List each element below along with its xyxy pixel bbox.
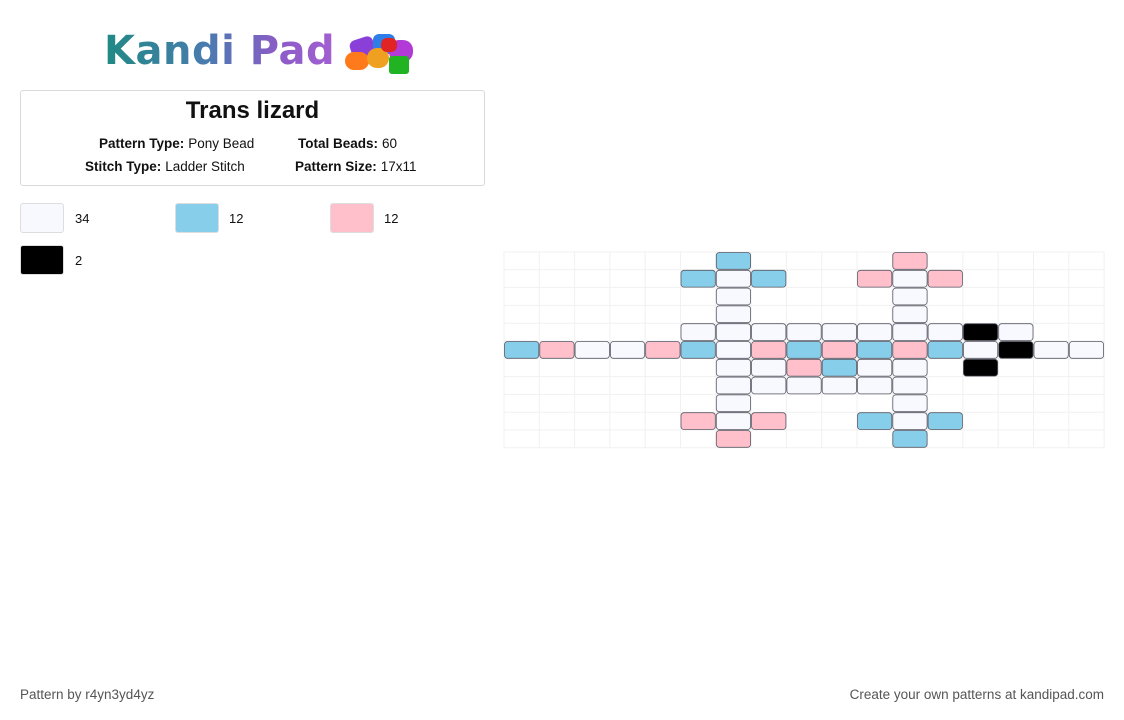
bead-white	[892, 394, 928, 413]
bead-black	[963, 323, 999, 341]
kandipad-credit-link[interactable]: Create your own patterns at kandipad.com	[849, 687, 1104, 702]
bead-light-blue	[751, 269, 787, 288]
bead-white	[821, 323, 857, 341]
total-beads-label: Total Beads:	[298, 136, 379, 151]
bead-white	[1068, 341, 1105, 359]
bead-pink	[892, 252, 928, 270]
color-count-light-blue: 12	[229, 211, 244, 226]
bead-white	[857, 376, 893, 395]
bead-light-blue	[927, 412, 963, 430]
bead-white	[821, 376, 857, 395]
bead-light-blue	[680, 341, 716, 359]
bead-white	[892, 376, 928, 395]
bead-white	[751, 358, 787, 377]
bead-white	[857, 323, 893, 341]
bead-white	[927, 323, 963, 341]
total-beads: Total Beads: 60	[298, 136, 397, 151]
color-count-white: 34	[75, 211, 90, 226]
bead-white	[963, 341, 999, 359]
bead-pink	[645, 341, 681, 359]
stitch-type-label: Stitch Type:	[85, 159, 162, 174]
bead-white	[998, 323, 1034, 341]
bead-light-blue	[786, 341, 822, 359]
bead-light-blue	[892, 430, 928, 448]
pattern-title: Trans lizard	[185, 97, 320, 124]
color-swatch-black	[20, 245, 64, 275]
pattern-type-label: Pattern Type:	[99, 136, 185, 151]
bead-light-blue	[857, 341, 893, 359]
bead-white	[751, 376, 787, 395]
bead-pink	[680, 412, 716, 430]
stitch-type-value: Ladder Stitch	[165, 159, 245, 174]
bead-light-blue	[715, 252, 751, 270]
logo-text: Kandi Pad	[104, 28, 336, 74]
pattern-author: Pattern by r4yn3yd4yz	[20, 687, 155, 702]
bead-white	[786, 323, 822, 341]
bead-light-blue	[821, 358, 857, 377]
bead-pink	[857, 269, 893, 288]
bead-white	[786, 376, 822, 395]
total-beads-value: 60	[382, 136, 398, 151]
bead-light-blue	[504, 341, 540, 359]
bead-white	[715, 376, 751, 395]
bead-black	[998, 341, 1034, 359]
bead-white	[715, 412, 751, 430]
bead-white	[715, 341, 751, 359]
pattern-type-value: Pony Bead	[188, 136, 255, 151]
bead-pink	[927, 269, 963, 288]
color-swatch-light-blue	[175, 203, 219, 233]
bead-white	[892, 269, 928, 288]
bead-pink	[892, 341, 928, 359]
color-swatch-white	[20, 203, 64, 233]
color-swatch-pink	[330, 203, 374, 233]
pattern-size-value: 17x11	[380, 159, 417, 174]
bead-white	[751, 323, 787, 341]
stitch-type: Stitch Type: Ladder Stitch	[85, 159, 245, 174]
bead-light-blue	[857, 412, 893, 430]
bead-white	[1033, 341, 1069, 359]
bead-pile-icon	[345, 28, 421, 74]
bead-white	[715, 323, 751, 341]
bead-light-blue	[927, 341, 963, 359]
kandi-pad-logo: Kandi Pad	[104, 26, 421, 76]
bead-white	[892, 287, 928, 306]
pattern-size-label: Pattern Size:	[295, 159, 377, 174]
bead-white	[715, 394, 751, 413]
bead-white	[610, 341, 646, 359]
bead-white	[892, 323, 928, 341]
color-count-pink: 12	[384, 211, 399, 226]
bead-white	[680, 323, 716, 341]
bead-white	[715, 358, 751, 377]
color-count-black: 2	[75, 253, 83, 268]
bead-white	[715, 305, 751, 324]
bead-pink	[751, 412, 787, 430]
bead-light-blue	[680, 269, 716, 288]
bead-pink	[821, 341, 857, 359]
bead-white	[574, 341, 610, 359]
bead-white	[857, 358, 893, 377]
pattern-type: Pattern Type: Pony Bead	[99, 136, 254, 151]
bead-pink	[751, 341, 787, 359]
bead-pink	[715, 430, 751, 448]
bead-white	[892, 305, 928, 324]
bead-white	[715, 287, 751, 306]
bead-white	[892, 412, 928, 430]
bead-pink	[539, 341, 575, 359]
bead-white	[892, 358, 928, 377]
pattern-size: Pattern Size: 17x11	[295, 159, 417, 174]
bead-black	[963, 358, 999, 377]
bead-white	[715, 269, 751, 288]
bead-pink	[786, 358, 822, 377]
pattern-info-card: Trans lizard Pattern Type: Pony Bead Tota…	[20, 90, 485, 186]
